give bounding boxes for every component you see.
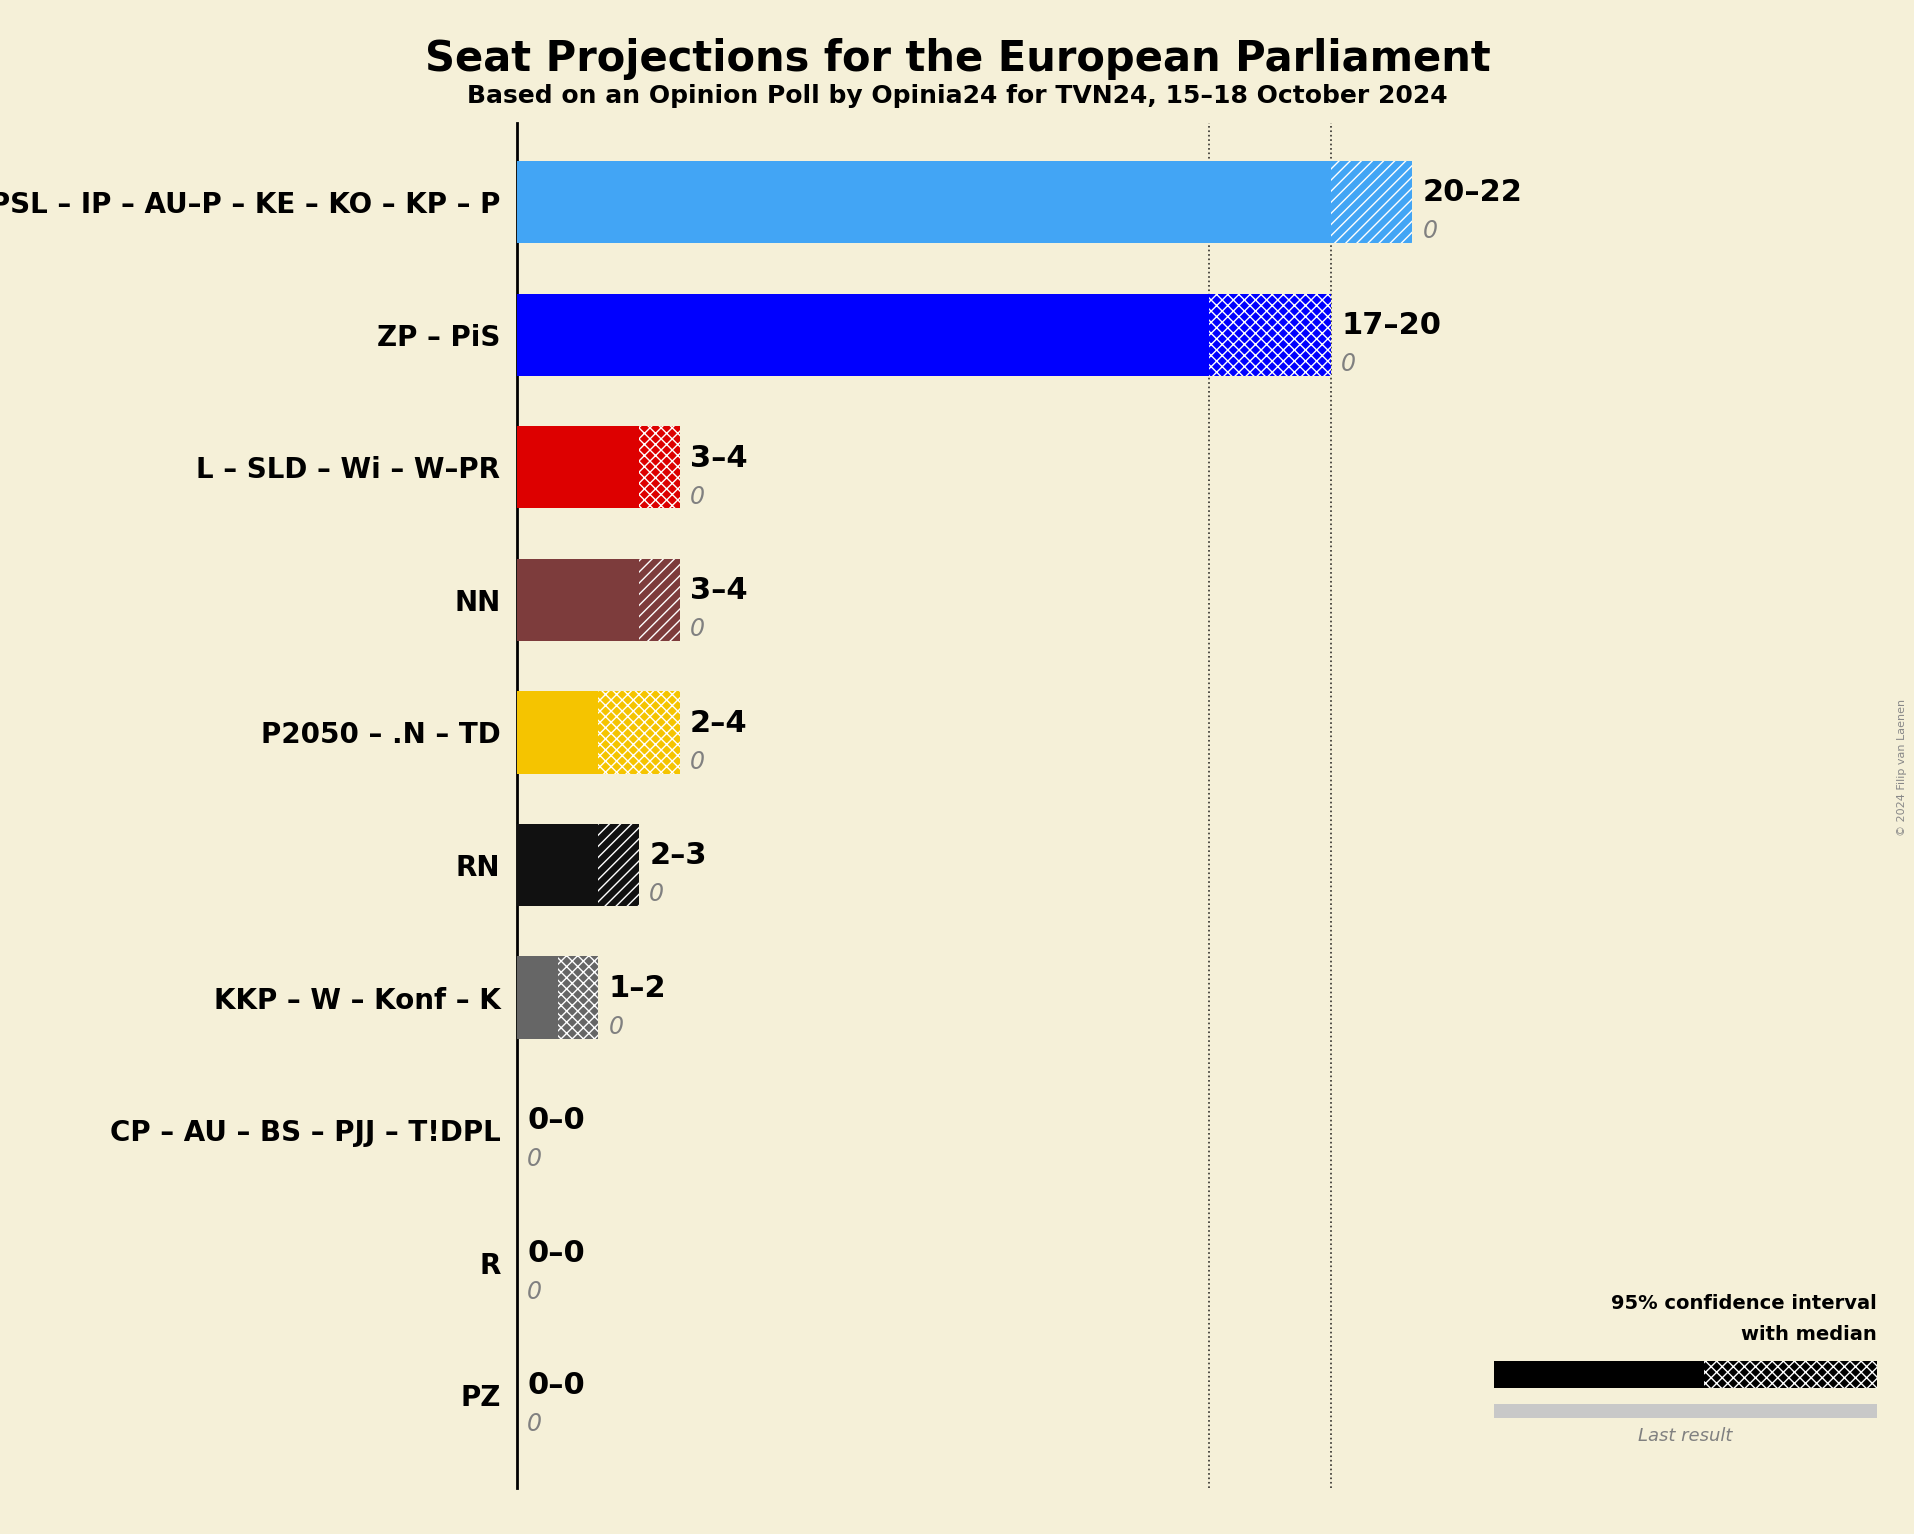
Text: 2–4: 2–4 [689,709,746,738]
Bar [639,558,679,641]
Text: with median: with median [1740,1325,1876,1344]
Text: 0: 0 [526,1413,542,1436]
Bar [1493,1361,1703,1388]
Text: Based on an Opinion Poll by Opinia24 for TVN24, 15–18 October 2024: Based on an Opinion Poll by Opinia24 for… [467,84,1447,109]
Text: 0–0: 0–0 [526,1371,584,1401]
Text: Last result: Last result [1636,1427,1732,1445]
Bar [1703,1361,1876,1388]
Text: 0: 0 [526,1147,542,1172]
Bar [517,426,639,508]
Text: 0: 0 [526,1279,542,1304]
Text: 0: 0 [1422,219,1437,244]
Bar [557,957,599,1039]
Bar [517,558,639,641]
Text: 0–0: 0–0 [526,1239,584,1269]
Text: 0: 0 [689,485,704,508]
Text: 1–2: 1–2 [609,974,666,1003]
Bar [1493,1405,1876,1417]
Text: 17–20: 17–20 [1340,311,1441,341]
Text: 0: 0 [609,1014,624,1039]
Text: 3–4: 3–4 [689,577,746,604]
Bar [517,824,599,907]
Text: 95% confidence interval: 95% confidence interval [1610,1295,1876,1313]
Bar [639,426,679,508]
Text: 20–22: 20–22 [1422,178,1522,207]
Bar [517,957,557,1039]
Text: 3–4: 3–4 [689,443,746,472]
Text: 0: 0 [689,617,704,641]
Bar [517,293,1208,376]
Bar [1208,293,1330,376]
Bar [1330,161,1413,244]
Bar [517,692,599,773]
Bar [599,824,639,907]
Text: 0–0: 0–0 [526,1106,584,1135]
Text: 0: 0 [649,882,664,907]
Text: © 2024 Filip van Laenen: © 2024 Filip van Laenen [1895,698,1906,836]
Bar [517,161,1330,244]
Text: 0: 0 [689,750,704,773]
Text: Seat Projections for the European Parliament: Seat Projections for the European Parlia… [425,38,1489,80]
Text: 0: 0 [1340,351,1355,376]
Text: 2–3: 2–3 [649,841,706,870]
Bar [599,692,679,773]
